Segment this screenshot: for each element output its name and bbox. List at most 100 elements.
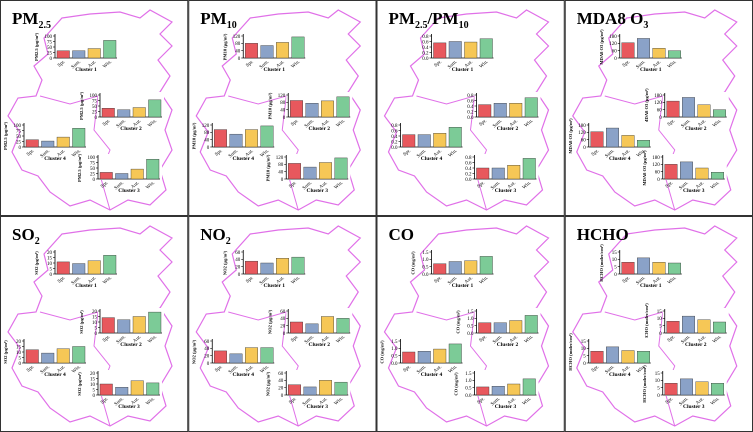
y-tick-label: 0.5 bbox=[422, 265, 429, 270]
bar-autumn bbox=[464, 41, 478, 59]
x-tick-label: Sum. bbox=[302, 397, 313, 408]
bar-winter bbox=[72, 128, 86, 148]
y-axis-label: SO2 (μg/m³) bbox=[77, 372, 82, 396]
x-tick-label: Win. bbox=[448, 365, 459, 375]
y-tick-label: 0.5 bbox=[467, 324, 474, 329]
x-tick-label: Sum. bbox=[447, 60, 458, 71]
bar-summer bbox=[682, 97, 695, 118]
x-tick-label: Aut. bbox=[695, 397, 705, 406]
y-tick-label: 0 bbox=[281, 394, 284, 399]
y-axis-label: NO2 (μg/m³) bbox=[267, 309, 272, 334]
bar-winter bbox=[103, 255, 117, 275]
x-tick-label: Win. bbox=[667, 276, 678, 286]
y-tick-label: 100 bbox=[90, 94, 98, 99]
bar-spring bbox=[590, 131, 604, 148]
bar-autumn bbox=[245, 347, 258, 364]
x-tick-label: Win. bbox=[147, 119, 158, 129]
y-tick-label: 0 bbox=[95, 332, 98, 337]
y-tick-label: 60 bbox=[278, 372, 284, 377]
bar-spring bbox=[288, 163, 301, 180]
bar-spring bbox=[288, 384, 301, 396]
y-tick-label: 5 bbox=[657, 386, 660, 391]
panel-title: PM2.5/PM10 bbox=[389, 9, 469, 31]
y-tick-label: 0.8 bbox=[465, 156, 472, 161]
bar-winter bbox=[260, 125, 274, 148]
bar-autumn bbox=[695, 167, 709, 180]
bar-winter bbox=[668, 50, 681, 59]
cluster-boundary bbox=[281, 95, 299, 211]
y-tick-label: 1.0 bbox=[465, 379, 472, 384]
y-tick-label: 0.4 bbox=[465, 167, 472, 172]
cluster-label: Cluster 2 bbox=[497, 342, 519, 348]
panel-7: CO 0.0 0.5 1.0 1.5 CO (mg/m³) Spr. Sum. Aut. Win.… bbox=[376, 216, 565, 432]
cluster-boundary bbox=[469, 95, 488, 211]
y-tick-label: 40 bbox=[280, 108, 286, 113]
bar-spring bbox=[290, 321, 303, 334]
cluster-boundary bbox=[469, 311, 488, 427]
x-tick-label: Aut. bbox=[464, 60, 474, 69]
mini-chart-cluster-2: 0 5 10 15 HCHO (molec/cm²) Spr. Sum. Aut. Win. Cl… bbox=[644, 303, 729, 348]
y-tick-label: 0.0 bbox=[422, 57, 429, 62]
x-tick-label: Sum. bbox=[447, 276, 458, 287]
x-tick-label: Sum. bbox=[636, 60, 647, 71]
bar-autumn bbox=[276, 42, 289, 59]
mini-chart-cluster-1: 0 5 10 15 HCHO (molec/cm²) Spr. Sum. Aut. Win. Cl… bbox=[599, 244, 684, 289]
y-tick-label: 25 bbox=[92, 110, 98, 115]
x-tick-label: Sum. bbox=[679, 397, 690, 408]
bar-winter bbox=[148, 99, 162, 118]
bar-winter bbox=[637, 140, 650, 148]
y-tick-label: 0.6 bbox=[422, 40, 429, 45]
bar-winter bbox=[146, 382, 160, 396]
y-tick-label: 20 bbox=[92, 310, 98, 315]
bar-summer bbox=[72, 263, 86, 275]
cluster-boundary bbox=[281, 311, 299, 427]
x-tick-label: Sum. bbox=[679, 181, 690, 192]
mini-chart-cluster-1: 0 40 80 120 PM10 (μg/m³) Spr. Sum. Aut. Win. Clus… bbox=[222, 33, 308, 73]
bar-summer bbox=[417, 351, 431, 364]
y-tick-label: 0 bbox=[283, 332, 286, 337]
x-tick-label: Win. bbox=[102, 276, 113, 286]
bar-spring bbox=[290, 100, 303, 118]
bar-autumn bbox=[697, 104, 711, 118]
y-tick-label: 15 bbox=[657, 310, 663, 315]
x-tick-label: Spr. bbox=[291, 119, 300, 128]
bar-winter bbox=[448, 343, 462, 364]
x-tick-label: Win. bbox=[260, 149, 271, 159]
y-tick-label: 10 bbox=[612, 258, 618, 263]
x-tick-label: Spr. bbox=[246, 60, 255, 69]
bar-autumn bbox=[56, 136, 70, 148]
x-tick-label: Sum. bbox=[40, 365, 51, 376]
y-tick-label: 0 bbox=[50, 273, 53, 278]
bar-summer bbox=[491, 167, 505, 180]
y-tick-label: 40 bbox=[235, 49, 241, 54]
bar-summer bbox=[682, 315, 695, 334]
bar-summer bbox=[229, 133, 243, 148]
bar-autumn bbox=[652, 48, 666, 59]
y-tick-label: 40 bbox=[235, 258, 241, 263]
y-tick-label: 20 bbox=[90, 372, 96, 377]
bar-summer bbox=[637, 257, 650, 275]
x-tick-label: Spr. bbox=[622, 276, 631, 285]
y-tick-label: 80 bbox=[280, 101, 286, 106]
y-axis-label: MDA8 O3 (μg/m³) bbox=[568, 118, 573, 154]
mini-chart-cluster-3: 0.00.20.40.60.8 Spr. Sum. Aut. Win. Cluster 3 bbox=[465, 154, 539, 194]
mini-chart-cluster-4: 0.00.20.40.60.8 Spr. Sum. Aut. Win. Cluster 4 bbox=[391, 122, 465, 162]
region-outline bbox=[383, 9, 550, 211]
y-tick-label: 75 bbox=[90, 161, 96, 166]
x-tick-label: Win. bbox=[71, 149, 82, 159]
x-tick-label: Win. bbox=[102, 60, 113, 70]
panel-4: MDA8 O3 0 60 120 180 MDA8 O3 (μg/m³) Spr. Sum. A… bbox=[564, 0, 753, 216]
y-tick-label: 100 bbox=[88, 156, 96, 161]
bar-summer bbox=[260, 45, 274, 59]
bar-summer bbox=[305, 103, 319, 118]
x-tick-label: Sum. bbox=[304, 119, 315, 130]
x-tick-label: Sum. bbox=[259, 276, 270, 287]
bar-summer bbox=[448, 41, 462, 59]
x-tick-label: Spr. bbox=[665, 181, 674, 190]
y-tick-label: 1.5 bbox=[422, 251, 429, 256]
x-tick-label: Win. bbox=[145, 181, 156, 191]
